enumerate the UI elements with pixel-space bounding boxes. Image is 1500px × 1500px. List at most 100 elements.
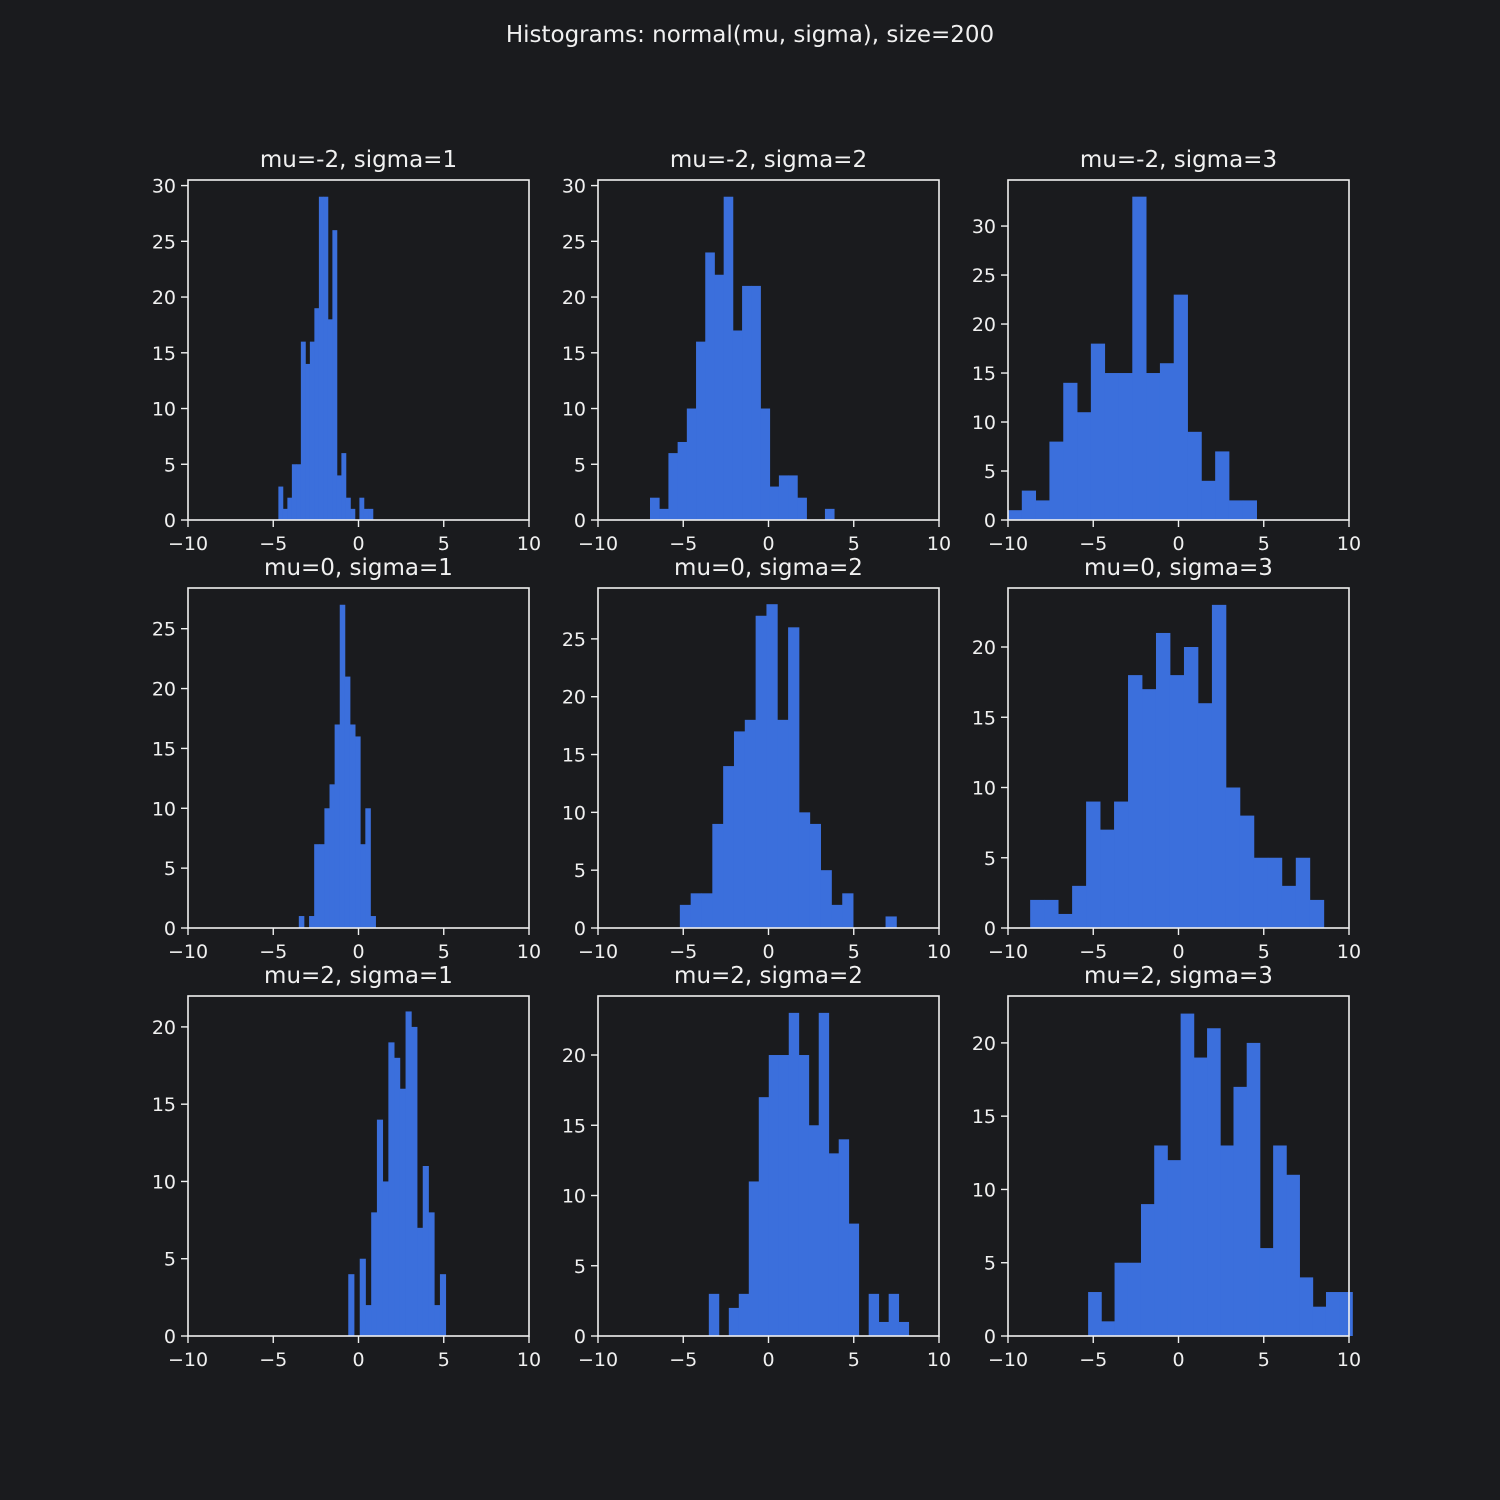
histogram-bar [323, 196, 329, 520]
histogram-bar [868, 1293, 880, 1336]
x-tick-label: −10 [988, 941, 1028, 963]
histogram-bar [1154, 1145, 1168, 1336]
histogram-bar [411, 1026, 418, 1336]
histogram-bar [1233, 1086, 1248, 1336]
histogram-bar [1077, 412, 1092, 520]
histogram-bar [1044, 899, 1059, 928]
x-tick-label: 0 [352, 533, 364, 555]
histogram-bar [1169, 675, 1185, 928]
histogram-bar [1104, 373, 1119, 520]
histogram-bar [1180, 1013, 1195, 1336]
x-tick-label: 0 [1172, 941, 1184, 963]
histogram-bar [798, 1055, 810, 1336]
x-tick-label: −5 [259, 941, 287, 963]
histogram-bar [751, 285, 761, 520]
histogram-bar [368, 508, 374, 520]
histogram-bar [668, 453, 679, 520]
histogram-bar [686, 408, 697, 520]
histogram-bar [296, 464, 302, 520]
histogram-bar [341, 453, 347, 520]
histogram-bar [798, 812, 811, 928]
histogram-bar [1114, 801, 1129, 928]
histogram-bar [278, 486, 284, 520]
y-tick-label: 0 [984, 918, 996, 940]
histogram-bar [1090, 343, 1106, 520]
y-tick-label: 10 [972, 412, 996, 434]
histogram-bar [405, 1011, 412, 1336]
histogram-bar [1286, 1174, 1300, 1336]
y-tick-label: 30 [152, 176, 176, 198]
histogram-bar [1063, 382, 1078, 520]
y-tick-label: 0 [984, 1326, 996, 1348]
x-tick-label: −10 [988, 1349, 1028, 1371]
histogram-bar [394, 1057, 401, 1336]
x-tick-label: −10 [988, 533, 1028, 555]
histogram-bar [1132, 196, 1147, 520]
x-tick-label: −10 [578, 941, 618, 963]
histogram-bar [1118, 373, 1133, 520]
histogram-bar [824, 508, 835, 520]
y-tick-label: 5 [984, 1253, 996, 1275]
x-tick-label: −5 [1079, 1349, 1107, 1371]
y-tick-label: 5 [574, 860, 586, 882]
histogram-bar [1159, 363, 1175, 520]
histogram-bar [1187, 431, 1202, 520]
y-tick-label: 25 [972, 265, 996, 287]
x-tick-label: 5 [438, 941, 450, 963]
histogram-bar [744, 719, 757, 928]
x-tick-label: 10 [517, 533, 541, 555]
histogram-bar [1086, 801, 1101, 928]
histogram-bar [842, 893, 854, 928]
x-tick-label: 0 [352, 941, 364, 963]
histogram-bar [1183, 647, 1199, 928]
histogram-bar [777, 719, 789, 928]
histogram-bar [348, 1274, 355, 1336]
x-tick-label: 5 [1258, 941, 1270, 963]
y-tick-label: 15 [562, 343, 586, 365]
axes-frame [187, 995, 530, 1337]
histogram-bar [885, 916, 897, 928]
histogram-bar [1295, 857, 1311, 928]
histogram-bar [723, 196, 734, 520]
histogram-bar [778, 475, 789, 520]
y-tick-label: 10 [152, 798, 176, 820]
x-tick-label: −5 [1079, 533, 1107, 555]
y-tick-label: 0 [164, 510, 176, 532]
histogram-bar [434, 1305, 441, 1336]
histogram-panel: −10 −5 0 5 10 0 5 10 15 20 mu=2, sigma=2 [562, 963, 951, 1371]
histogram-bar [1128, 675, 1143, 928]
histogram-bar [820, 870, 832, 928]
histogram-bar [417, 1227, 424, 1336]
y-tick-label: 30 [562, 176, 586, 198]
x-tick-label: −5 [1079, 941, 1107, 963]
y-tick-label: 0 [574, 918, 586, 940]
histogram-bar [878, 1321, 890, 1336]
histogram-bar [359, 497, 365, 520]
histogram-bar [399, 1088, 406, 1336]
y-tick-label: 25 [562, 231, 586, 253]
histogram-bar [818, 1012, 830, 1336]
panel-title: mu=0, sigma=1 [264, 555, 453, 581]
histogram-bar [314, 844, 320, 928]
histogram-bar [1193, 1057, 1208, 1336]
y-tick-label: 5 [164, 1249, 176, 1271]
histogram-bar [838, 1139, 850, 1336]
y-tick-label: 0 [984, 510, 996, 532]
y-tick-label: 25 [562, 629, 586, 651]
x-tick-label: 10 [517, 941, 541, 963]
histogram-bar [428, 1212, 435, 1336]
histogram-bar [1035, 500, 1050, 520]
histogram-bar [1058, 913, 1073, 928]
x-tick-label: 0 [1172, 1349, 1184, 1371]
histogram-bar [898, 1321, 910, 1336]
histogram-bar [287, 497, 293, 520]
histogram-bar [336, 475, 342, 520]
histogram-bar [1339, 1292, 1353, 1336]
y-tick-label: 20 [152, 679, 176, 701]
histogram-bar [1309, 899, 1325, 928]
y-tick-label: 20 [562, 687, 586, 709]
histogram-bar [1299, 1277, 1314, 1336]
histogram-bar [1140, 1204, 1155, 1336]
histogram-bar [334, 724, 341, 928]
